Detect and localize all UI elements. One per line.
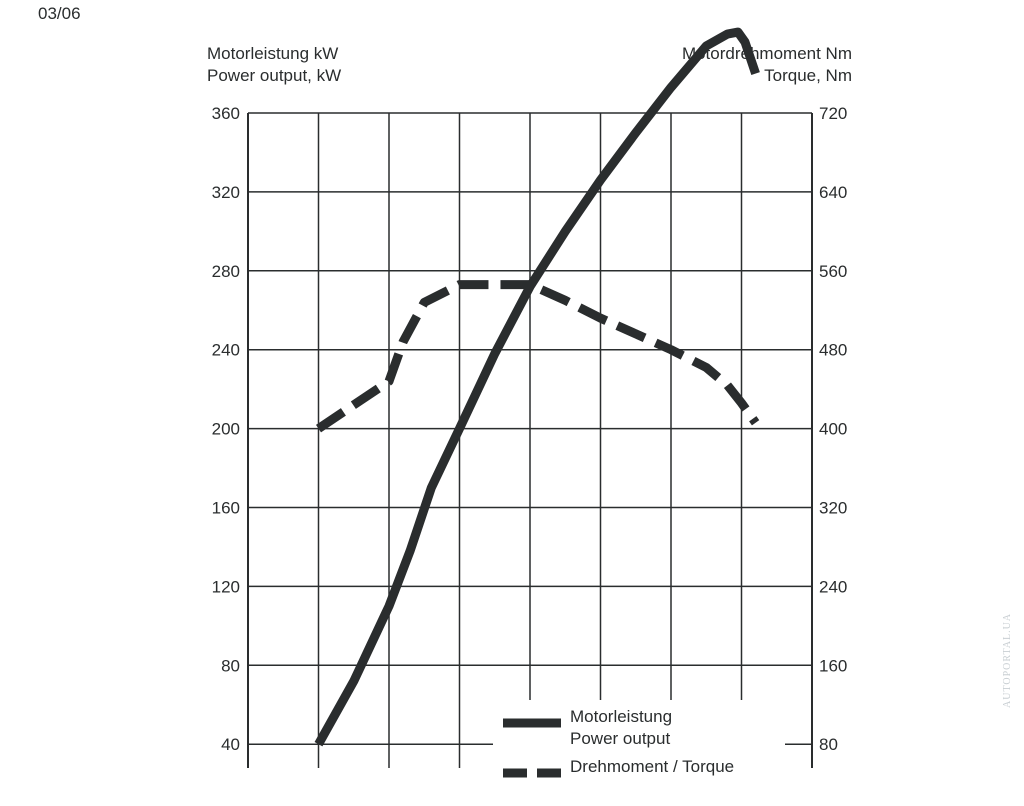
- legend-swatch-solid: [503, 718, 561, 728]
- left-axis-title: Motorleistung kW Power output, kW: [207, 43, 341, 87]
- right-tick-label: 160: [819, 656, 847, 675]
- right-tick-label: 320: [819, 499, 847, 518]
- legend-label-torque: Drehmoment / Torque: [570, 756, 734, 778]
- legend-label-power: Motorleistung Power output: [570, 706, 672, 750]
- legend-label-power-de: Motorleistung: [570, 707, 673, 726]
- legend: Motorleistung Power output Drehmoment / …: [493, 700, 785, 780]
- left-tick-label: 120: [212, 577, 240, 596]
- left-tick-label: 240: [212, 341, 240, 360]
- tick-labels: 40 80 120 160 200 240 280 320 360 80 160 240 320 400 4…: [212, 104, 848, 754]
- grid: [247, 112, 813, 768]
- right-tick-label: 480: [819, 341, 847, 360]
- right-tick-label: 560: [819, 262, 847, 281]
- right-tick-label: 80: [819, 735, 838, 754]
- legend-item-torque: Drehmoment / Torque: [493, 756, 785, 806]
- legend-item-power: Motorleistung Power output: [493, 706, 785, 756]
- legend-label-torque-de: Drehmoment / Torque: [570, 757, 735, 776]
- series: [314, 27, 760, 747]
- right-axis-title-en: Torque, Nm: [764, 66, 852, 85]
- left-tick-label: 160: [212, 499, 240, 518]
- engine-performance-chart: 40 80 120 160 200 240 280 320 360 80 160 240 320 400 4…: [212, 27, 848, 768]
- left-tick-label: 40: [221, 735, 240, 754]
- page-code: 03/06: [38, 4, 81, 23]
- left-tick-label: 360: [212, 104, 240, 123]
- legend-swatch-dashed: [503, 768, 561, 778]
- power-output-line: [314, 27, 760, 747]
- legend-label-power-en: Power output: [570, 729, 671, 748]
- left-tick-label: 280: [212, 262, 240, 281]
- left-tick-label: 320: [212, 183, 240, 202]
- right-axis-title-de: Motordrehmoment Nm: [681, 44, 852, 63]
- right-tick-label: 240: [819, 577, 847, 596]
- right-tick-label: 640: [819, 183, 847, 202]
- right-axis-title: Motordrehmoment Nm Torque, Nm: [600, 43, 852, 87]
- left-axis-title-de: Motorleistung kW: [207, 44, 339, 63]
- left-tick-label: 200: [212, 420, 240, 439]
- torque-line: [315, 280, 760, 433]
- left-axis-title-en: Power output, kW: [207, 66, 342, 85]
- left-tick-label: 80: [221, 656, 240, 675]
- right-tick-label: 720: [819, 104, 847, 123]
- right-tick-label: 400: [819, 420, 847, 439]
